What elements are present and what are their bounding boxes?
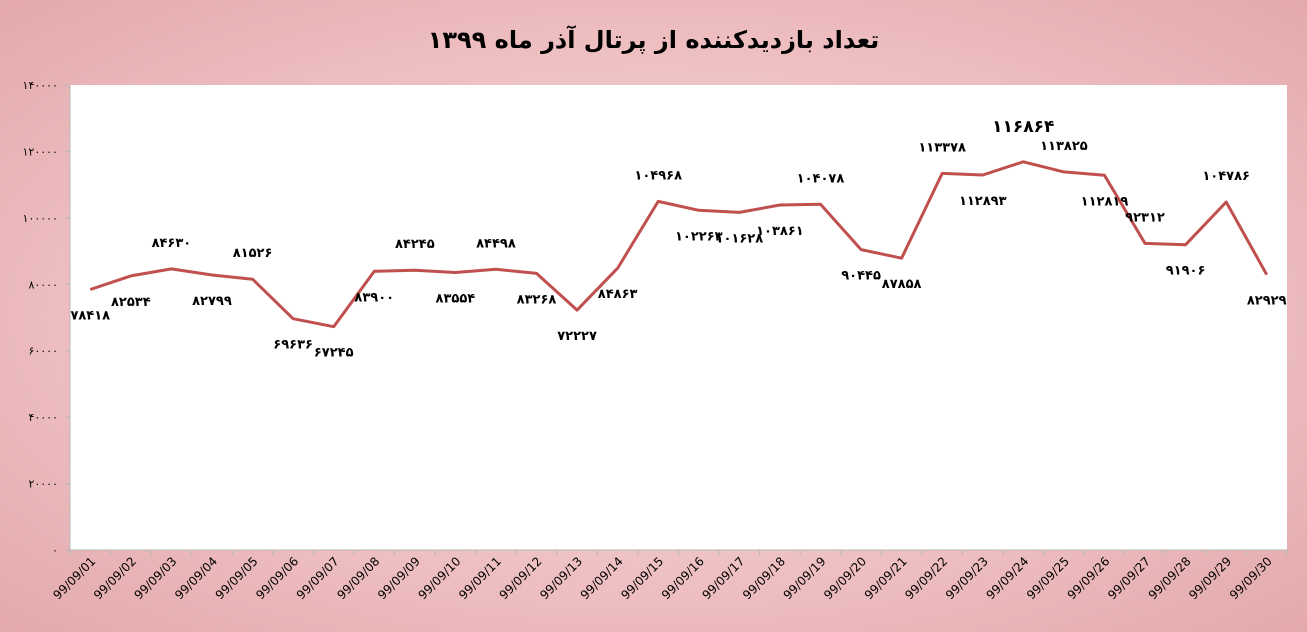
data-label: ۸۷۸۵۸ [882, 277, 922, 292]
chart-title-box: تعداد بازدیدکننده از پرتال آذر ماه ۱۳۹۹ [0, 0, 1307, 80]
y-tick-label: ۱۰۰۰۰۰ [23, 212, 58, 225]
x-tick-label: 99/09/11 [456, 554, 504, 602]
x-tick-label: 99/09/01 [50, 554, 98, 602]
x-tick-label: 99/09/05 [213, 554, 261, 602]
data-label: ۸۲۵۳۴ [111, 295, 151, 310]
x-tick-label: 99/09/17 [699, 554, 747, 602]
x-tick-label: 99/09/23 [943, 554, 991, 602]
data-label: ۸۴۴۹۸ [476, 236, 516, 251]
plot-area [70, 85, 1287, 550]
data-label: ۸۳۵۵۴ [436, 291, 476, 306]
chart-title: تعداد بازدیدکننده از پرتال آذر ماه ۱۳۹۹ [427, 26, 880, 54]
data-label: ۱۰۴۰۷۸ [797, 171, 845, 186]
x-tick-label: 99/09/04 [172, 554, 220, 602]
y-tick-label: ۲۰۰۰۰ [28, 478, 58, 491]
y-tick-label: ۴۰۰۰۰ [28, 411, 58, 424]
y-tick-label: ۱۴۰۰۰۰ [23, 79, 58, 92]
x-tick-label: 99/09/10 [415, 554, 463, 602]
x-tick-label: 99/09/13 [537, 554, 585, 602]
x-tick-label: 99/09/19 [781, 554, 829, 602]
x-tick-label: 99/09/03 [132, 554, 180, 602]
x-tick-label: 99/09/29 [1186, 554, 1234, 602]
x-tick-label: 99/09/30 [1227, 554, 1275, 602]
y-tick-label: ۱۲۰۰۰۰ [23, 145, 58, 158]
x-tick-label: 99/09/21 [862, 554, 910, 602]
data-label: ۸۳۲۶۸ [517, 292, 557, 307]
data-label: ۱۰۴۷۸۶ [1202, 169, 1250, 184]
x-tick-label: 99/09/28 [1146, 554, 1194, 602]
x-tick-label: 99/09/12 [497, 554, 545, 602]
data-label: ۶۹۶۳۶ [273, 338, 313, 353]
x-tick-label: 99/09/15 [618, 554, 666, 602]
data-label: ۱۱۳۸۲۵ [1040, 139, 1088, 154]
data-label: ۸۴۸۶۳ [598, 287, 638, 302]
data-label: ۱۰۴۹۶۸ [634, 168, 682, 183]
data-label: ۸۱۵۲۶ [233, 246, 273, 261]
y-tick-label: ۸۰۰۰۰ [28, 278, 58, 291]
data-label: ۶۷۲۴۵ [314, 346, 354, 361]
x-tick-label: 99/09/27 [1105, 554, 1153, 602]
data-label: ۱۰۳۸۶۱ [756, 224, 804, 239]
x-tick-label: 99/09/18 [740, 554, 788, 602]
data-label: ۷۸۴۱۸ [70, 309, 110, 324]
x-tick-label: 99/09/14 [578, 554, 626, 602]
x-tick-label: 99/09/22 [902, 554, 950, 602]
x-tick-label: 99/09/06 [253, 554, 301, 602]
x-tick-label: 99/09/07 [294, 554, 342, 602]
data-label: ۸۲۹۲۹ [1247, 294, 1287, 309]
data-label: ۱۰۲۲۶۳ [675, 229, 723, 244]
data-label: ۹۰۴۴۵ [841, 269, 881, 284]
x-tick-label: 99/09/09 [375, 554, 423, 602]
x-tick-label: 99/09/26 [1065, 554, 1113, 602]
x-tick-label: 99/09/08 [334, 554, 382, 602]
x-tick-label: 99/09/02 [91, 554, 139, 602]
data-label: ۷۲۲۲۷ [557, 329, 597, 344]
data-label: ۹۲۳۱۲ [1125, 210, 1165, 225]
series-line [89, 160, 1269, 329]
x-tick-label: 99/09/25 [1024, 554, 1072, 602]
data-label: ۸۴۲۴۵ [395, 237, 435, 252]
y-tick-label: ۶۰۰۰۰ [28, 345, 58, 358]
data-label: ۹۱۹۰۶ [1166, 264, 1206, 279]
data-label: ۱۱۲۸۱۹ [1081, 194, 1129, 209]
data-label: ۱۱۳۳۷۸ [918, 140, 966, 155]
x-axis-ticks: 99/09/0199/09/0299/09/0399/09/0499/09/05… [50, 550, 1288, 602]
x-tick-label: 99/09/24 [983, 554, 1031, 602]
data-label: ۱۰۱۶۲۸ [716, 231, 764, 246]
data-label: ۱۱۶۸۶۴ [992, 117, 1054, 137]
y-tick-label: ۰ [52, 544, 58, 557]
data-label: ۸۳۹۰۰ [354, 290, 394, 305]
x-tick-label: 99/09/16 [659, 554, 707, 602]
data-label: ۸۲۷۹۹ [192, 294, 232, 309]
data-label: ۱۱۲۸۹۳ [959, 194, 1007, 209]
y-axis-ticks: ۰ ۲۰۰۰۰ ۴۰۰۰۰ ۶۰۰۰۰ ۸۰۰۰۰ ۱۰۰۰۰۰ ۱۲۰۰۰۰ ۱۴۰۰۰۰ [23, 79, 70, 557]
data-label: ۸۴۶۳۰ [152, 236, 192, 251]
x-tick-label: 99/09/20 [821, 554, 869, 602]
